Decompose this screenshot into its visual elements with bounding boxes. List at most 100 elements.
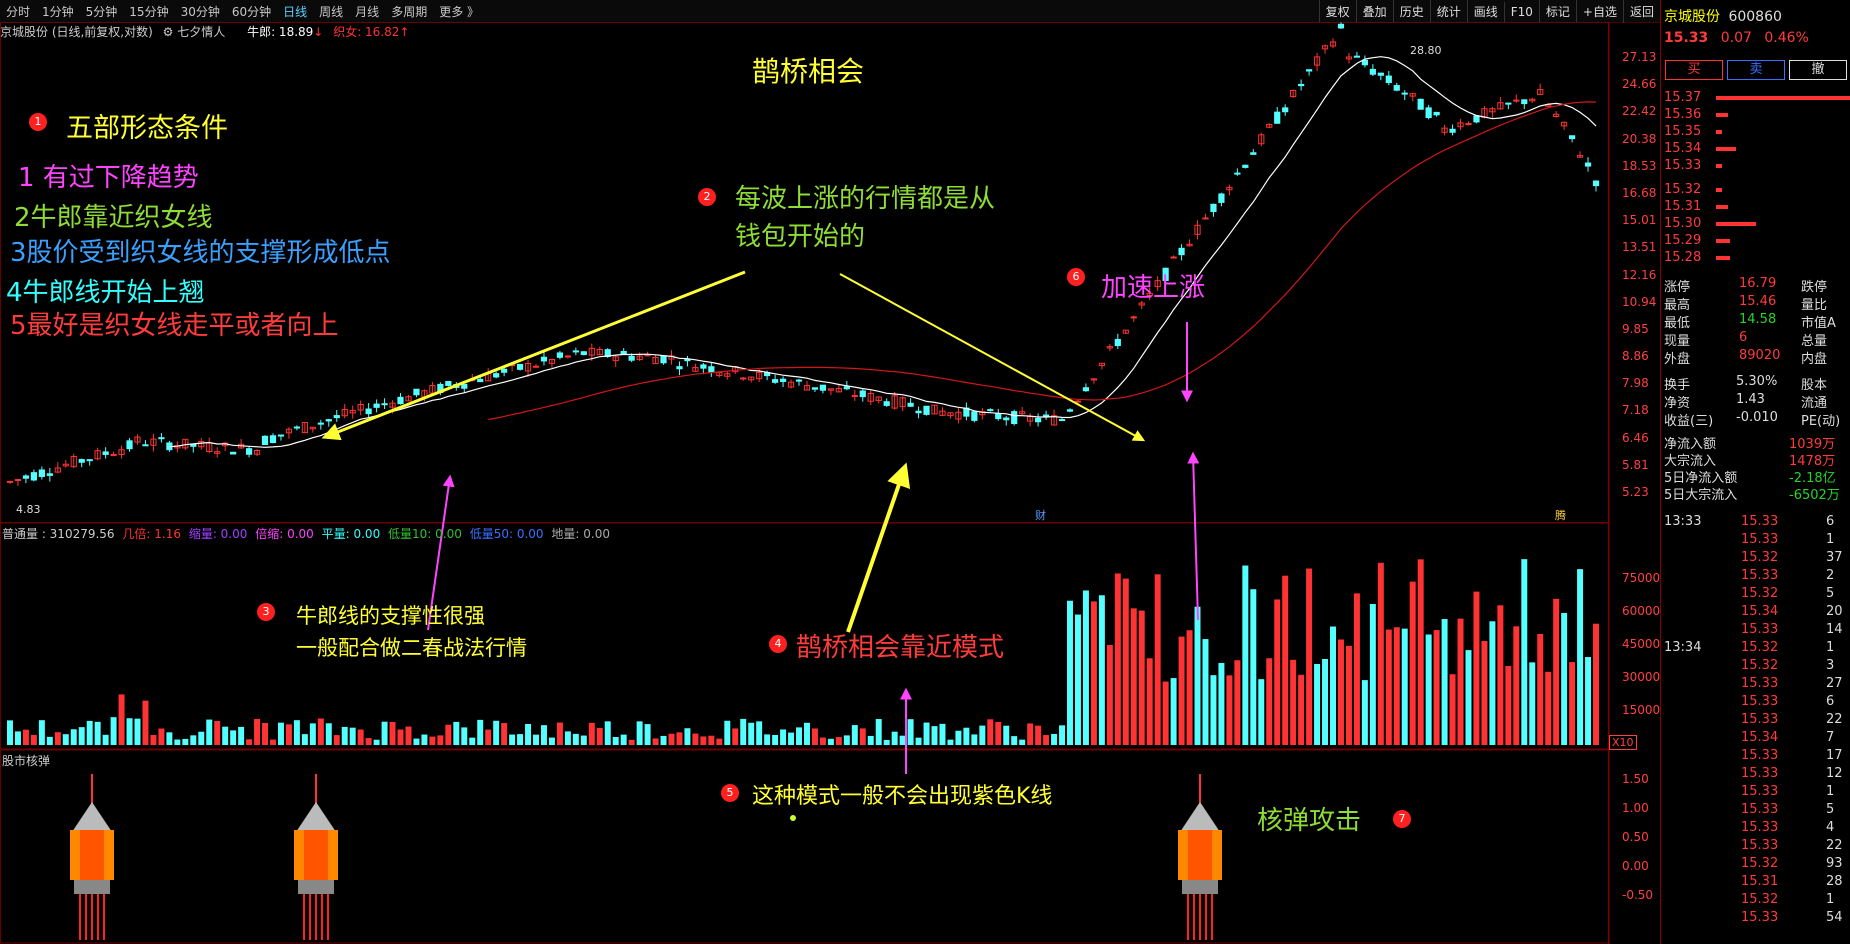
period-tab[interactable]: 月线 (355, 5, 380, 19)
volume-bar (1218, 662, 1225, 745)
volume-bar (1146, 658, 1153, 745)
back-button[interactable]: 返回 (1622, 0, 1660, 23)
volume-bar (1170, 678, 1177, 745)
volume-bar (1545, 671, 1552, 745)
rocket-base (1182, 880, 1218, 894)
candle-body (907, 402, 914, 407)
f10-button[interactable]: F10 (1503, 2, 1539, 22)
add-watchlist-button[interactable]: +自选 (1575, 0, 1623, 23)
volume-bar (190, 735, 197, 745)
candle-body (1433, 111, 1440, 116)
candle-body (1178, 247, 1185, 256)
candle-body (1465, 123, 1472, 126)
volume-bar (254, 718, 261, 745)
bid-volume-bar (1716, 256, 1730, 260)
volume-bar (1529, 662, 1536, 745)
volume-bar (588, 722, 595, 745)
period-tab-active[interactable]: 日线 (283, 5, 308, 19)
fuquan-button[interactable]: 复权 (1318, 0, 1356, 23)
candle-body (572, 350, 579, 353)
stat-label: 换手 (1664, 378, 1691, 393)
volume-bar (1186, 630, 1193, 745)
period-tab[interactable]: 周线 (319, 5, 344, 19)
volume-bar (1090, 601, 1097, 745)
overlay-button[interactable]: 叠加 (1355, 0, 1393, 23)
candle-body (1082, 387, 1090, 392)
candle-body (1409, 93, 1416, 97)
candle-body (1130, 316, 1137, 319)
tick-time: 13:34 (1664, 640, 1702, 655)
volume-bar (373, 739, 380, 745)
high-marker: 28.80 (1410, 44, 1442, 57)
mark-button[interactable]: 标记 (1538, 0, 1576, 23)
tick-price: 15.33 (1741, 532, 1779, 547)
period-tab[interactable]: 5分钟 (85, 5, 118, 19)
volume-bar (1067, 600, 1073, 745)
ask-row: 15.34 (1661, 141, 1850, 159)
bid-row: 15.32 (1661, 182, 1850, 200)
stat-value: 1.43 (1736, 392, 1765, 407)
volume-bar (668, 733, 675, 745)
volume-bar (270, 739, 276, 745)
volume-bar (1433, 630, 1440, 745)
badge-6: 6 (1067, 268, 1085, 286)
period-tab[interactable]: 1分钟 (42, 5, 74, 19)
period-tab[interactable]: 更多 》 (439, 5, 480, 19)
annotation-4: 鹊桥相会靠近模式 (796, 633, 1005, 663)
volume-bar (867, 735, 874, 745)
tick-row: 15.33 22 (1661, 838, 1850, 856)
price-tick-label: 22.42 (1622, 104, 1657, 119)
candle-body (1011, 411, 1018, 425)
period-tab[interactable]: 多周期 (391, 5, 428, 19)
volume-bar (564, 731, 571, 745)
period-tab[interactable]: 分时 (6, 5, 31, 19)
tick-price: 15.33 (1741, 622, 1779, 637)
stat-value: 14.58 (1739, 312, 1777, 327)
candle-body (22, 475, 30, 479)
event-marker[interactable]: 腾 (1555, 509, 1566, 522)
candle-body (835, 387, 842, 393)
buy-button[interactable]: 买 (1665, 60, 1723, 80)
period-tab[interactable]: 15分钟 (129, 5, 169, 19)
candle-body (516, 363, 524, 370)
tick-volume: 2 (1826, 568, 1835, 583)
period-tab[interactable]: 60分钟 (231, 5, 272, 19)
candle-body (30, 472, 37, 481)
flow-value: 1039万 (1789, 437, 1836, 452)
candle-body (325, 419, 332, 422)
candle-body (1537, 89, 1544, 95)
sell-button[interactable]: 卖 (1727, 60, 1785, 80)
price-tick-label: 18.53 (1622, 158, 1657, 173)
candle-body (1003, 417, 1010, 421)
candle-body (405, 396, 412, 402)
volume-bar (1465, 650, 1472, 745)
stats-button[interactable]: 统计 (1429, 0, 1467, 23)
rocket-stripe (1188, 830, 1212, 880)
volume-bar (397, 729, 404, 745)
volume-bar (764, 734, 771, 745)
annotation-2a: 每波上涨的行情都是从 (735, 184, 996, 214)
kline-chart[interactable] (0, 22, 1660, 944)
tick-time: 13:33 (1664, 514, 1702, 529)
volume-bar (620, 734, 627, 745)
volume-bar (772, 734, 779, 745)
history-button[interactable]: 历史 (1392, 0, 1430, 23)
nuke-tick-label: -0.50 (1622, 888, 1654, 902)
draw-button[interactable]: 画线 (1466, 0, 1504, 23)
ask-price: 15.33 (1664, 158, 1702, 173)
indicator-name[interactable]: 七夕情人 (177, 25, 226, 39)
gear-icon[interactable]: ⚙ (162, 25, 174, 39)
volume-bar (827, 738, 834, 745)
period-tab[interactable]: 30分钟 (180, 5, 220, 19)
tick-row: 15.32 93 (1661, 856, 1850, 874)
volume-bar (572, 733, 579, 745)
cancel-button[interactable]: 撤 (1789, 60, 1847, 80)
tick-row: 13:33 15.33 6 (1661, 514, 1850, 532)
vol-multiple: 几倍: 1.16 (122, 527, 181, 541)
finance-marker[interactable]: 财 (1035, 509, 1046, 522)
volume-bar (1051, 733, 1058, 745)
ask-volume-bar (1716, 147, 1736, 151)
price-tick-label: 13.51 (1622, 240, 1657, 255)
flow-value: -2.18亿 (1789, 471, 1836, 486)
volume-bar (437, 735, 444, 745)
